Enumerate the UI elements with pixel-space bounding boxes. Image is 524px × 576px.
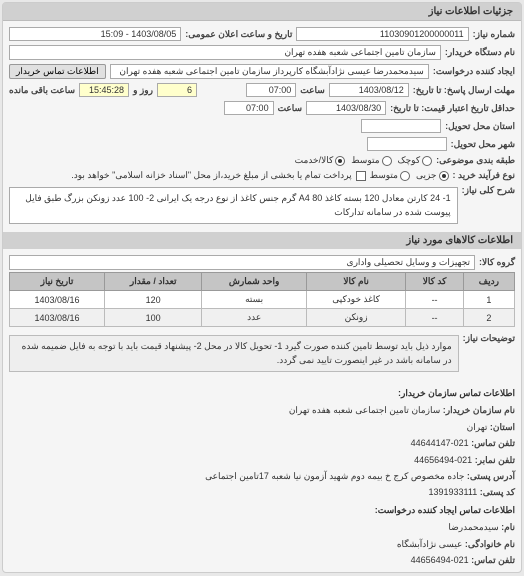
- group-field: تجهیزات و وسایل تحصیلی واداری: [9, 255, 475, 270]
- purchase-type-group: جزیی متوسط: [370, 170, 449, 181]
- items-table: ردیف کد کالا نام کالا واحد شمارش تعداد /…: [9, 272, 515, 327]
- table-row: 1 -- کاغذ خودکپی بسته 120 1403/08/16: [10, 291, 515, 309]
- buyer-name-field: سازمان تامین اجتماعی شعبه هفده تهران: [9, 45, 441, 60]
- main-container: جزئیات اطلاعات نیاز شماره نیاز: 11030901…: [2, 2, 522, 573]
- col-unit: واحد شمارش: [202, 273, 306, 291]
- form-section: شماره نیاز: 11030901200000011 تاریخ و سا…: [3, 21, 521, 232]
- group-label: گروه کالا:: [479, 257, 515, 268]
- budget-radio-0[interactable]: [422, 156, 432, 166]
- requester-field: سیدمحمدرضا عیسی نژادآبشگاه کارپرداز سازم…: [110, 64, 429, 79]
- description-box: 1- 24 کارتن معادل 120 بسته کاغذ A4 80 گر…: [9, 187, 458, 224]
- budget-radio-1[interactable]: [382, 156, 392, 166]
- org-name-value: سازمان تامین اجتماعی شعبه هفده تهران: [289, 405, 440, 415]
- response-deadline-date: 1403/08/12: [329, 83, 409, 97]
- page-header: جزئیات اطلاعات نیاز: [3, 3, 521, 21]
- requester-contact-header: اطلاعات تماس ایجاد کننده درخواست:: [9, 501, 515, 519]
- req-family-value: عیسی نژادآبشگاه: [397, 539, 463, 549]
- announce-date-field: 1403/08/05 - 15:09: [9, 27, 181, 41]
- contact-header: اطلاعات تماس سازمان خریدار:: [9, 384, 515, 402]
- validity-deadline-time: 07:00: [224, 101, 274, 115]
- notes-box: موارد ذیل باید توسط تامین کننده صورت گیر…: [9, 335, 459, 372]
- need-number-label: شماره نیاز:: [473, 29, 515, 40]
- remaining-days-label: روز و: [133, 85, 153, 96]
- province-value: تهران: [467, 422, 488, 432]
- response-deadline-label: مهلت ارسال پاسخ: تا تاریخ:: [413, 85, 515, 96]
- requester-label: ایجاد کننده درخواست:: [433, 66, 515, 77]
- table-row: 2 -- زونکن عدد 100 1403/08/16: [10, 309, 515, 327]
- announce-date-label: تاریخ و ساعت اعلان عمومی:: [185, 29, 292, 40]
- notes-label: توضیحات نیاز:: [463, 333, 515, 344]
- col-code: کد کالا: [406, 273, 463, 291]
- response-time-label: ساعت: [300, 85, 325, 96]
- budget-radio-2[interactable]: [335, 156, 345, 166]
- description-label: شرح کلی نیاز:: [462, 185, 515, 196]
- items-section-header: اطلاعات کالاهای مورد نیاز: [3, 232, 521, 249]
- budget-category-label: طبقه بندی موضوعی:: [436, 155, 515, 166]
- purchase-note: پرداخت تمام یا بخشی از مبلغ خرید،از محل …: [71, 170, 351, 181]
- postal-value: 1391933111: [429, 487, 478, 497]
- fax-value: 021-44656494: [414, 455, 472, 465]
- req-name-value: سیدمحمدرضا: [448, 522, 498, 532]
- validity-deadline-label: حداقل تاریخ اعتبار قیمت: تا تاریخ:: [390, 103, 515, 114]
- delivery-city-field: [367, 137, 447, 151]
- col-name: نام کالا: [306, 273, 406, 291]
- budget-category-group: کوچک متوسط کالا/خدمت: [295, 155, 432, 166]
- remaining-time-label: ساعت باقی مانده: [9, 85, 75, 96]
- remaining-time: 15:45:28: [79, 83, 129, 97]
- validity-deadline-date: 1403/08/30: [306, 101, 386, 115]
- buyer-contact-button[interactable]: اطلاعات تماس خریدار: [9, 64, 106, 79]
- delivery-city-label: شهر محل تحویل:: [451, 139, 515, 150]
- purchase-radio-0[interactable]: [439, 171, 449, 181]
- col-date: تاریخ نیاز: [10, 273, 105, 291]
- col-qty: تعداد / مقدار: [104, 273, 202, 291]
- address-value: جاده مخصوص کرج خ بیمه دوم شهید آزمون نیا…: [205, 471, 464, 481]
- phone-value: 021-44644147: [411, 438, 469, 448]
- buyer-name-label: نام دستگاه خریدار:: [445, 47, 515, 58]
- remaining-days: 6: [157, 83, 197, 97]
- need-number-field: 11030901200000011: [296, 27, 468, 41]
- purchase-radio-1[interactable]: [400, 171, 410, 181]
- delivery-state-label: استان محل تحویل:: [445, 121, 515, 132]
- treasury-checkbox[interactable]: [356, 171, 366, 181]
- validity-time-label: ساعت: [278, 103, 303, 114]
- delivery-state-field: [361, 119, 441, 133]
- purchase-type-label: نوع فرآیند خرید :: [453, 170, 516, 181]
- col-row: ردیف: [463, 273, 514, 291]
- req-phone-value: 021-44656494: [411, 555, 469, 565]
- contact-section: اطلاعات تماس سازمان خریدار: نام سازمان خ…: [3, 380, 521, 572]
- response-deadline-time: 07:00: [246, 83, 296, 97]
